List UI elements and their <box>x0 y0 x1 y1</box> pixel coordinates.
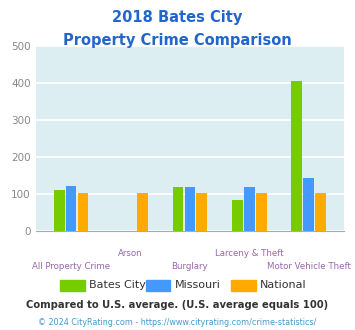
Text: Bates City: Bates City <box>89 280 146 290</box>
Bar <box>291 81 302 231</box>
Text: Larceny & Theft: Larceny & Theft <box>215 249 284 258</box>
Text: National: National <box>260 280 306 290</box>
Text: Missouri: Missouri <box>175 280 220 290</box>
Text: © 2024 CityRating.com - https://www.cityrating.com/crime-statistics/: © 2024 CityRating.com - https://www.city… <box>38 318 317 327</box>
Bar <box>66 186 76 231</box>
Bar <box>78 193 88 231</box>
Text: Motor Vehicle Theft: Motor Vehicle Theft <box>267 262 351 271</box>
Bar <box>304 178 314 231</box>
Bar <box>54 190 65 231</box>
Text: Burglary: Burglary <box>171 262 208 271</box>
Bar <box>232 200 243 231</box>
Bar <box>196 193 207 231</box>
Text: Property Crime Comparison: Property Crime Comparison <box>63 33 292 48</box>
Bar <box>244 187 255 231</box>
Text: Arson: Arson <box>118 249 143 258</box>
Bar <box>137 193 148 231</box>
Bar <box>315 193 326 231</box>
Text: Compared to U.S. average. (U.S. average equals 100): Compared to U.S. average. (U.S. average … <box>26 300 329 310</box>
Text: All Property Crime: All Property Crime <box>32 262 110 271</box>
Text: 2018 Bates City: 2018 Bates City <box>112 10 243 25</box>
Bar <box>256 193 267 231</box>
Bar <box>185 187 195 231</box>
Bar <box>173 187 184 231</box>
